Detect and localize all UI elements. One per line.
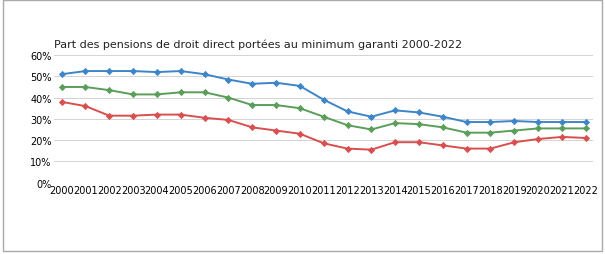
Text: Part des pensions de droit direct portées au minimum garanti 2000-2022: Part des pensions de droit direct portée… — [54, 39, 463, 50]
